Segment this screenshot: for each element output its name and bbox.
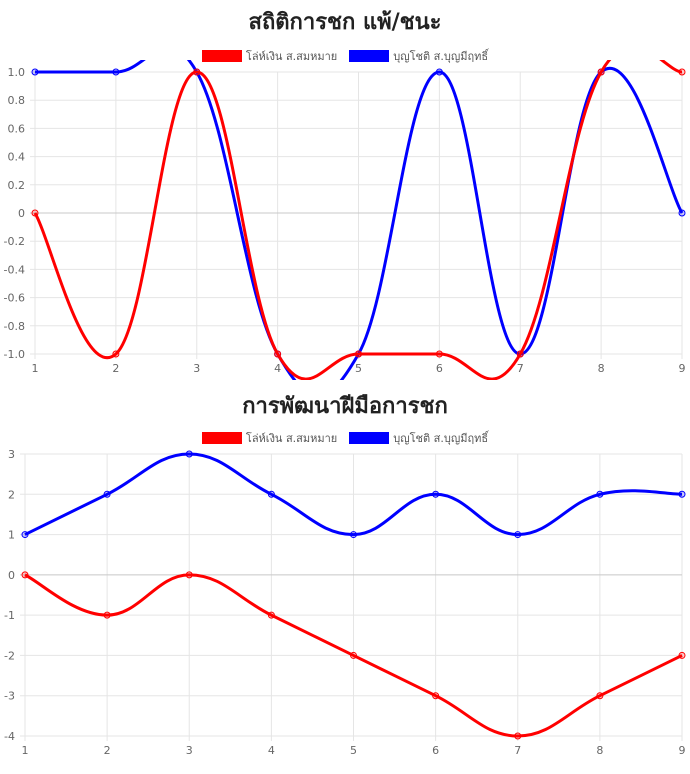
y-tick-label: 3 [8, 448, 15, 461]
x-tick-label: 8 [596, 744, 603, 757]
series-line [24, 452, 683, 537]
legend-swatch-red [201, 50, 242, 62]
data-point [435, 68, 443, 76]
x-tick-label: 7 [514, 744, 521, 757]
y-tick-label: 0 [8, 569, 15, 582]
data-point [193, 68, 201, 76]
data-point [435, 350, 443, 358]
chart-1-legend: โล่ห์เงิน ส.สมหมาย บุญโชติ ส.บุญมีฤทธิ์ [0, 47, 690, 65]
series-line [24, 573, 683, 738]
y-tick-label: -1.0 [4, 348, 25, 361]
legend-label: โล่ห์เงิน ส.สมหมาย [245, 432, 338, 445]
series-line [33, 60, 683, 380]
legend-item-series-1[interactable]: โล่ห์เงิน ส.สมหมาย [201, 429, 338, 447]
x-tick-label: 8 [598, 362, 605, 375]
x-tick-label: 4 [268, 744, 275, 757]
data-point [678, 68, 686, 76]
data-point [596, 490, 604, 498]
y-tick-label: -1 [4, 609, 15, 622]
y-tick-label: 0.8 [8, 94, 26, 107]
y-tick-label: 1.0 [8, 66, 26, 79]
y-tick-label: -0.6 [4, 292, 25, 305]
y-tick-label: -3 [4, 690, 15, 703]
data-point [355, 350, 362, 358]
data-point [267, 611, 275, 619]
x-tick-label: 2 [112, 362, 119, 375]
x-tick-label: 6 [436, 362, 443, 375]
y-tick-label: -0.4 [4, 263, 25, 276]
x-tick-label: 5 [350, 744, 357, 757]
x-tick-label: 5 [355, 362, 362, 375]
data-point [597, 68, 605, 76]
x-tick-label: 4 [274, 362, 281, 375]
data-point [267, 490, 275, 498]
x-tick-label: 3 [186, 744, 193, 757]
legend-label: บุญโชติ ส.บุญมีฤทธิ์ [393, 432, 489, 445]
legend-swatch-blue [349, 50, 390, 62]
data-point [514, 732, 522, 740]
data-point [678, 209, 686, 217]
data-point [31, 209, 39, 217]
data-point [678, 490, 686, 498]
x-tick-label: 1 [32, 362, 39, 375]
data-point [514, 531, 522, 539]
data-point [596, 692, 604, 700]
data-point [21, 531, 29, 539]
x-tick-label: 1 [22, 744, 29, 757]
data-point [185, 450, 193, 458]
chart-2-legend: โล่ห์เงิน ส.สมหมาย บุญโชติ ส.บุญมีฤทธิ์ [0, 429, 690, 447]
y-tick-label: -0.2 [4, 235, 25, 248]
x-tick-label: 3 [193, 362, 200, 375]
data-point [31, 68, 39, 76]
data-point [103, 611, 111, 619]
data-point [112, 68, 120, 76]
data-point [21, 571, 29, 579]
y-tick-label: 0.4 [8, 151, 26, 164]
x-tick-label: 6 [432, 744, 439, 757]
y-tick-label: 0 [18, 207, 25, 220]
y-tick-label: -4 [4, 730, 15, 743]
y-tick-label: -2 [4, 649, 15, 662]
chart-1-title: สถิติการชก แพ้/ชนะ [248, 10, 442, 35]
legend-swatch-red [201, 432, 242, 444]
data-point [516, 350, 524, 358]
y-tick-label: 0.2 [8, 179, 26, 192]
data-point [432, 490, 440, 498]
data-point [103, 490, 111, 498]
x-tick-label: 9 [679, 744, 686, 757]
legend-label: โล่ห์เงิน ส.สมหมาย [245, 50, 338, 63]
legend-swatch-blue [349, 432, 390, 444]
data-point [112, 350, 120, 358]
data-point [274, 350, 282, 358]
x-tick-label: 2 [104, 744, 111, 757]
data-point [350, 531, 357, 539]
legend-item-series-1[interactable]: โล่ห์เงิน ส.สมหมาย [201, 47, 338, 65]
legend-label: บุญโชติ ส.บุญมีฤทธิ์ [393, 50, 489, 63]
data-point [678, 651, 686, 659]
y-tick-label: 0.6 [8, 122, 26, 135]
chart-2-title: การพัฒนาฝีมือการชก [242, 394, 448, 419]
chart-2-plot: 1 2 3 4 5 6 7 8 9 3 2 1 0 -1 -2 -3 -4 [4, 448, 686, 757]
data-point [432, 692, 440, 700]
x-tick-label: 7 [517, 362, 524, 375]
x-tick-label: 9 [679, 362, 686, 375]
data-point [350, 651, 357, 659]
y-tick-label: 2 [8, 488, 15, 501]
chart-1-plot: 1 2 3 4 5 6 7 8 9 1.0 0.8 0.6 0.4 0.2 0 -0.2 -0.4 -0.6 -0.… [4, 60, 686, 380]
legend-item-series-2[interactable]: บุญโชติ ส.บุญมีฤทธิ์ [349, 429, 488, 447]
y-tick-label: -0.8 [4, 320, 25, 333]
data-point [185, 571, 193, 579]
y-tick-label: 1 [8, 529, 15, 542]
legend-item-series-2[interactable]: บุญโชติ ส.บุญมีฤทธิ์ [349, 47, 488, 65]
